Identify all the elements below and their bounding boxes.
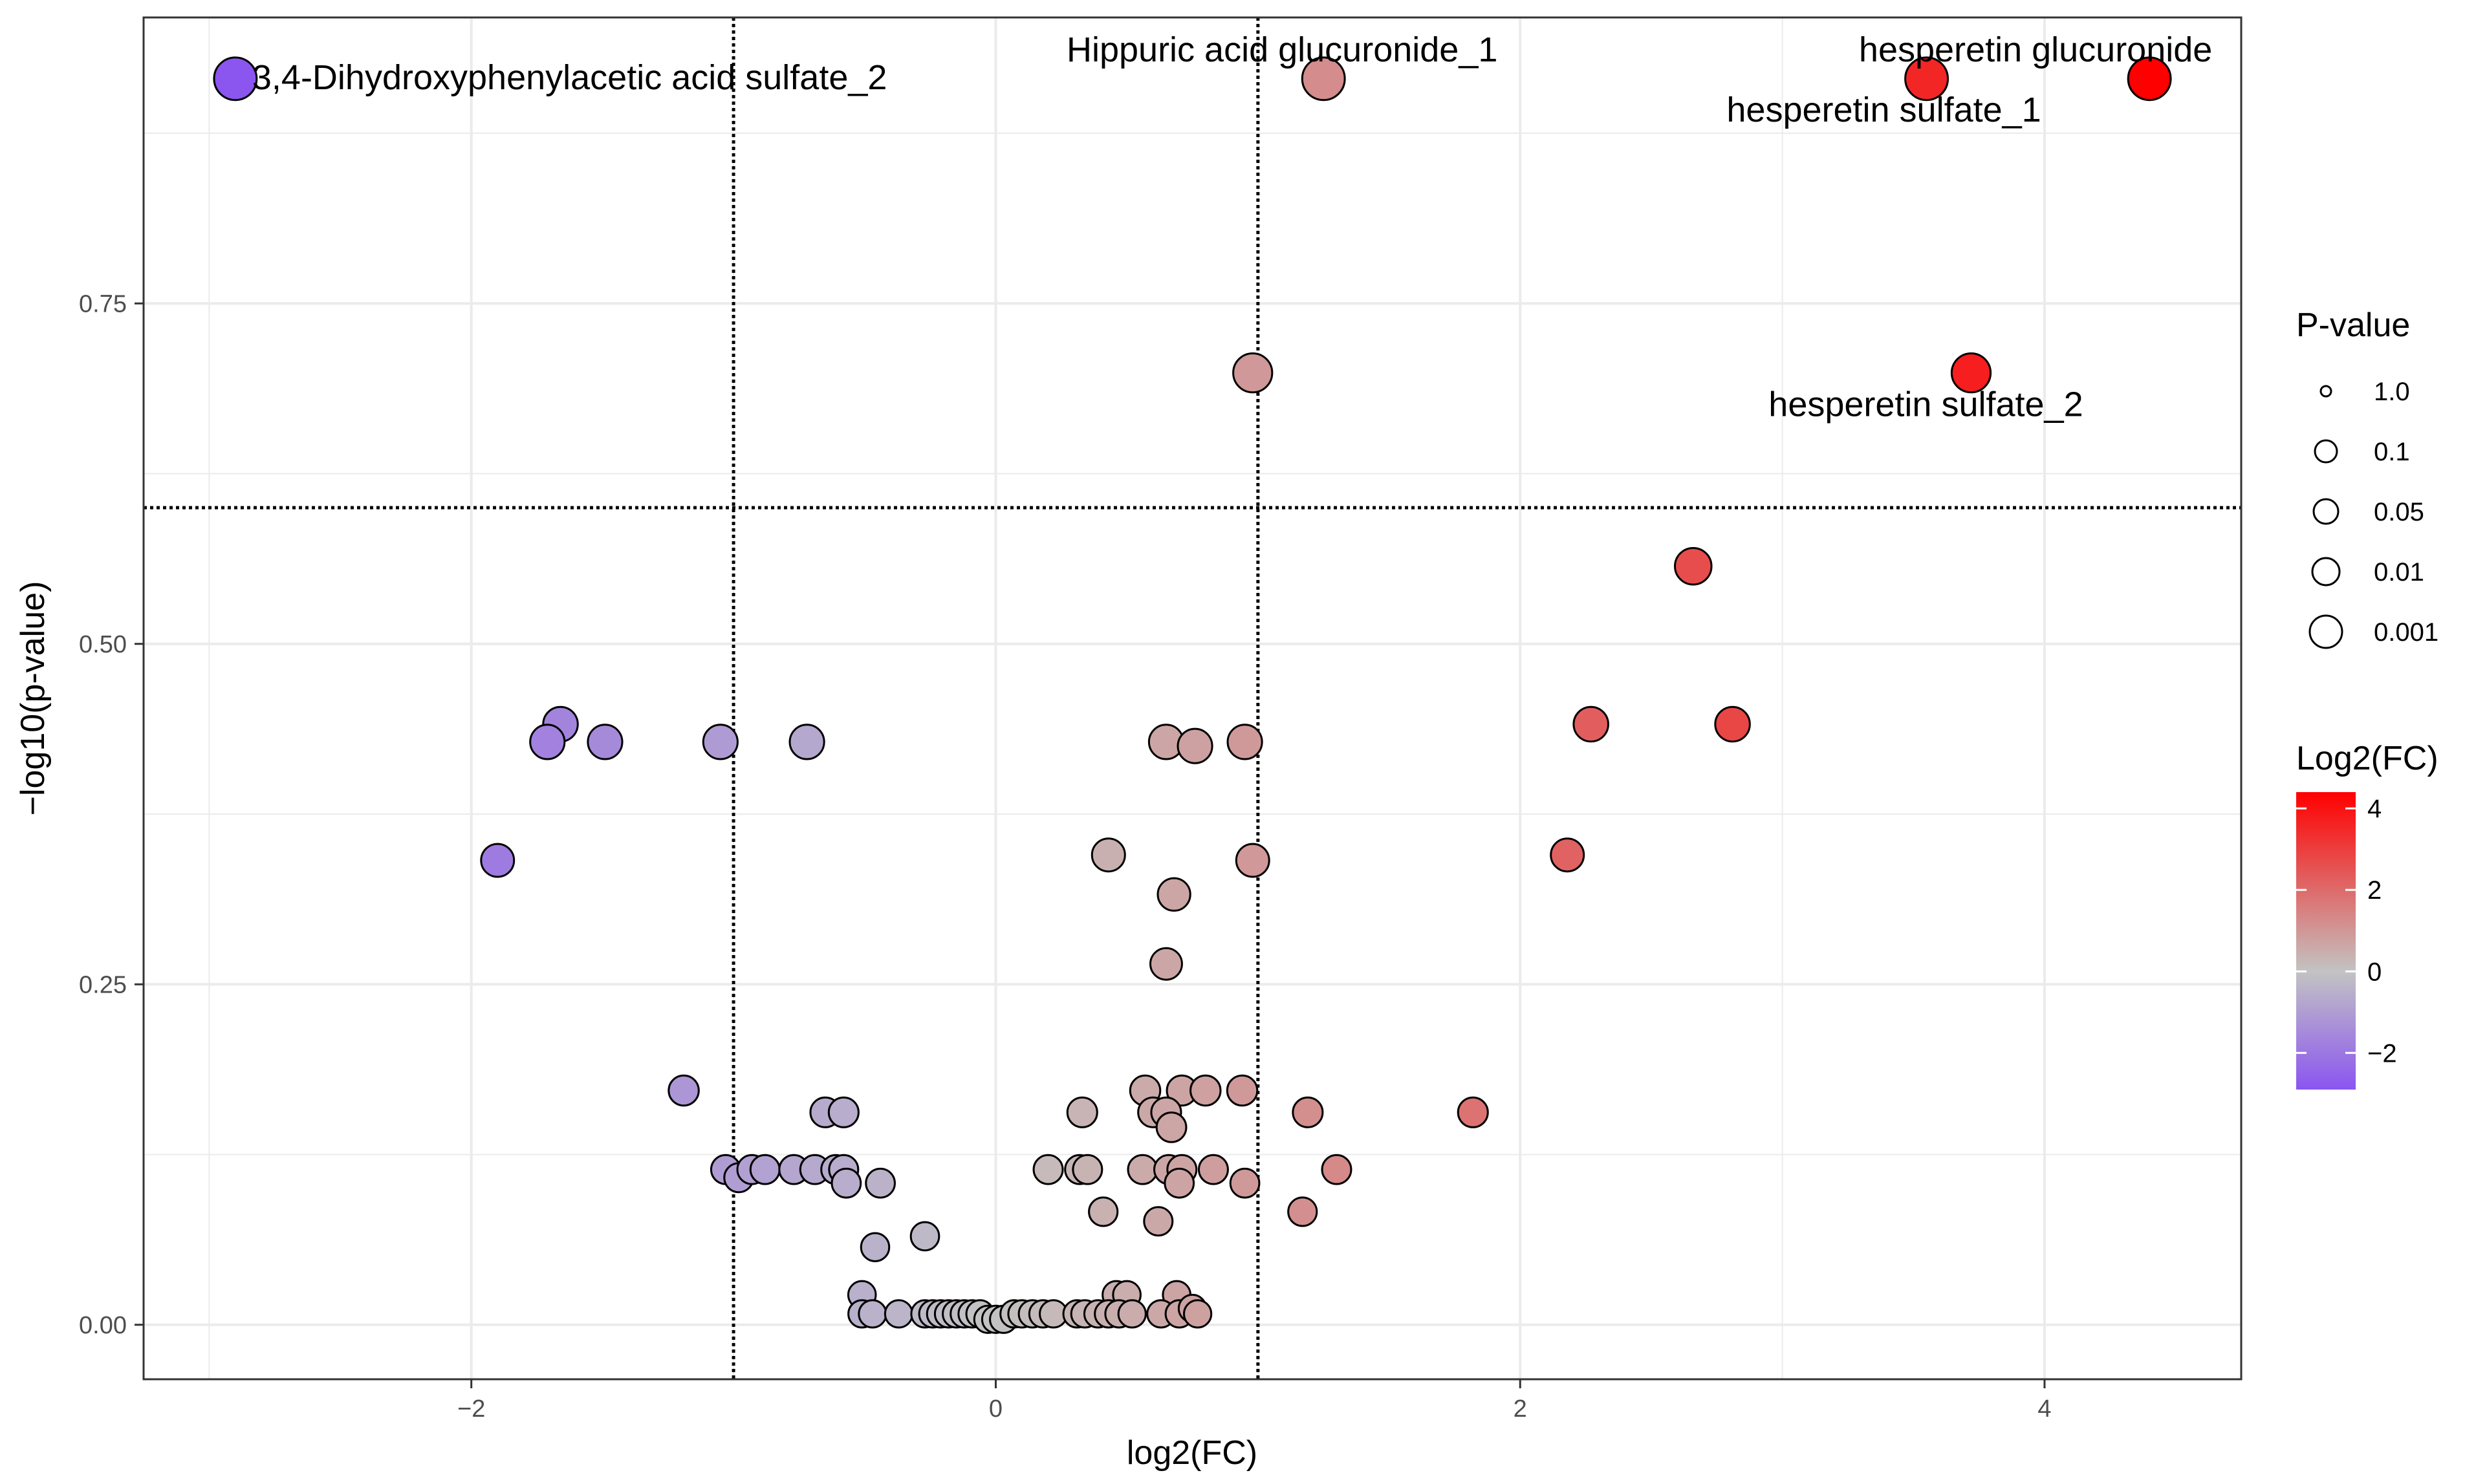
data-point [1156, 877, 1191, 912]
data-points [213, 56, 2172, 1334]
data-point [1235, 843, 1270, 878]
y-tick-label: 0.50 [79, 631, 127, 658]
data-point [1155, 1111, 1188, 1143]
data-point [788, 724, 825, 760]
data-point [1292, 1096, 1324, 1128]
size-legend-label: 0.05 [2374, 498, 2424, 526]
pvalue-size-legend: P-value 1.0 0.1 0.05 0.01 0.001 [2296, 306, 2438, 649]
data-point [480, 843, 516, 878]
data-point [668, 1074, 700, 1107]
data-point [1226, 724, 1263, 760]
data-point [1226, 1074, 1259, 1107]
point-label: Hippuric acid glucuronide_1 [1067, 30, 1497, 69]
axes: −2 0 2 4 0.00 0.25 0.50 0.75 [79, 290, 2052, 1423]
color-legend-label: 4 [2367, 795, 2382, 823]
data-point [213, 56, 258, 102]
point-label: hesperetin glucuronide [1859, 30, 2212, 69]
color-legend-label: 2 [2367, 876, 2382, 905]
color-bar [2296, 792, 2356, 1090]
data-point [1714, 705, 1751, 743]
plot-border [142, 16, 2242, 1381]
size-legend-label: 0.1 [2374, 438, 2410, 466]
data-point [909, 1221, 940, 1252]
size-legend-key [2312, 498, 2340, 525]
threshold-lines [144, 17, 2241, 1379]
data-point [827, 1096, 860, 1128]
data-point [1066, 1096, 1098, 1128]
data-point [1287, 1196, 1318, 1227]
x-tick-label: 0 [989, 1395, 1003, 1423]
x-tick-label: 2 [1514, 1395, 1527, 1423]
data-point [2127, 56, 2172, 102]
data-point [1189, 1074, 1222, 1107]
data-point [1177, 727, 1213, 764]
data-point [1183, 1299, 1213, 1329]
data-point [1091, 837, 1126, 873]
data-point [831, 1167, 862, 1199]
y-tick-label: 0.75 [79, 290, 127, 317]
size-legend-label: 1.0 [2374, 378, 2410, 406]
log2fc-color-legend: Log2(FC) 4 2 0 −2 [2296, 740, 2438, 1090]
data-point [1164, 1167, 1195, 1199]
data-point [1301, 56, 1346, 102]
data-point [1950, 352, 1992, 394]
color-legend-label: −2 [2367, 1039, 2397, 1068]
y-axis-title: −log10(p-value) [14, 581, 52, 816]
size-legend-key [2314, 439, 2338, 464]
data-point [1457, 1096, 1489, 1128]
point-label: hesperetin sulfate_2 [1768, 385, 2083, 424]
data-point [858, 1299, 887, 1329]
data-point [865, 1167, 896, 1199]
data-point [1229, 1167, 1261, 1199]
size-legend-key [2311, 557, 2341, 586]
data-point [1674, 546, 1713, 586]
data-point [1550, 837, 1585, 873]
size-legend-label: 0.01 [2374, 558, 2424, 586]
y-tick-label: 0.00 [79, 1312, 127, 1339]
size-legend-title: P-value [2296, 306, 2410, 344]
data-point [587, 724, 624, 760]
data-point [1088, 1196, 1119, 1227]
plot-panel [144, 17, 2241, 1379]
y-tick-label: 0.25 [79, 971, 127, 998]
data-point [1127, 1154, 1158, 1185]
color-legend-label: 0 [2367, 958, 2382, 986]
data-point [1572, 705, 1609, 743]
size-legend-key [2308, 614, 2343, 649]
data-point [1232, 352, 1274, 394]
size-legend-label: 0.001 [2374, 618, 2438, 647]
data-point [1032, 1154, 1064, 1185]
data-point [1321, 1154, 1352, 1185]
data-point [529, 724, 566, 760]
data-point [702, 724, 739, 760]
point-label: 3,4-Dihydroxyphenylacetic acid sulfate_2 [252, 58, 887, 97]
data-point [884, 1299, 914, 1329]
color-legend-title: Log2(FC) [2296, 740, 2438, 777]
data-point [860, 1232, 891, 1262]
data-point [1072, 1154, 1103, 1185]
data-point [1143, 1206, 1174, 1237]
x-tick-label: 4 [2037, 1395, 2051, 1423]
data-point [1149, 947, 1183, 981]
data-point [1117, 1299, 1147, 1329]
x-axis-title: log2(FC) [1127, 1434, 1257, 1472]
data-point [1904, 56, 1949, 102]
data-point [749, 1154, 781, 1185]
data-point [1197, 1154, 1229, 1185]
size-legend-key [2319, 385, 2332, 398]
x-tick-label: −2 [457, 1395, 485, 1423]
point-label: hesperetin sulfate_1 [1726, 91, 2041, 129]
point-labels: 3,4-Dihydroxyphenylacetic acid sulfate_2… [252, 30, 2212, 424]
